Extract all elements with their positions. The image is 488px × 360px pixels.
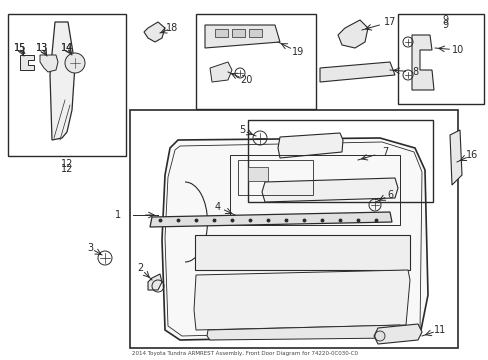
Text: 20: 20: [239, 75, 252, 85]
Text: 4: 4: [215, 202, 221, 212]
Bar: [215, 29, 227, 37]
Bar: [229, 155, 399, 225]
Text: 5: 5: [238, 125, 244, 135]
Text: 9: 9: [441, 15, 447, 25]
Text: 12: 12: [61, 164, 73, 174]
Text: 1: 1: [115, 210, 121, 220]
Bar: [247, 120, 432, 202]
Text: 11: 11: [433, 325, 445, 335]
Polygon shape: [278, 133, 342, 158]
Polygon shape: [20, 55, 34, 70]
Polygon shape: [40, 55, 58, 72]
Text: 17: 17: [383, 17, 395, 27]
Bar: [231, 29, 244, 37]
Text: 19: 19: [291, 47, 304, 57]
Bar: [195, 235, 409, 270]
Circle shape: [374, 331, 384, 341]
Text: 14: 14: [61, 43, 73, 53]
Text: 15: 15: [14, 43, 26, 53]
Bar: [8, 14, 126, 156]
Text: 3: 3: [87, 243, 93, 253]
Text: 9: 9: [441, 20, 447, 30]
Text: 2014 Toyota Tundra ARMREST Assembly, Front Door Diagram for 74220-0C030-C0: 2014 Toyota Tundra ARMREST Assembly, Fro…: [131, 351, 357, 356]
Text: 6: 6: [386, 190, 392, 200]
Text: 13: 13: [36, 43, 48, 53]
Bar: [196, 14, 315, 109]
Polygon shape: [150, 212, 391, 227]
Polygon shape: [209, 62, 231, 82]
Polygon shape: [148, 274, 162, 290]
Bar: [247, 167, 267, 181]
Text: 16: 16: [465, 150, 477, 160]
Polygon shape: [206, 325, 401, 340]
Bar: [238, 160, 312, 195]
Polygon shape: [373, 324, 421, 344]
Polygon shape: [194, 270, 409, 330]
Polygon shape: [50, 22, 75, 140]
Bar: [130, 110, 457, 348]
Polygon shape: [411, 35, 433, 90]
Polygon shape: [143, 22, 164, 42]
Polygon shape: [262, 178, 397, 202]
Text: 2: 2: [137, 263, 143, 273]
Text: 13: 13: [36, 43, 48, 53]
Text: 18: 18: [165, 23, 178, 33]
Circle shape: [65, 53, 85, 73]
Bar: [248, 29, 262, 37]
Polygon shape: [204, 25, 280, 48]
Text: 10: 10: [451, 45, 463, 55]
Text: 15: 15: [14, 43, 26, 53]
Polygon shape: [449, 130, 461, 185]
Bar: [397, 14, 483, 104]
Text: 8: 8: [411, 67, 417, 77]
Polygon shape: [162, 138, 427, 340]
Text: 12: 12: [61, 159, 73, 169]
Polygon shape: [319, 62, 394, 82]
Text: 14: 14: [61, 43, 73, 53]
Text: 7: 7: [381, 147, 387, 157]
Polygon shape: [337, 20, 367, 48]
